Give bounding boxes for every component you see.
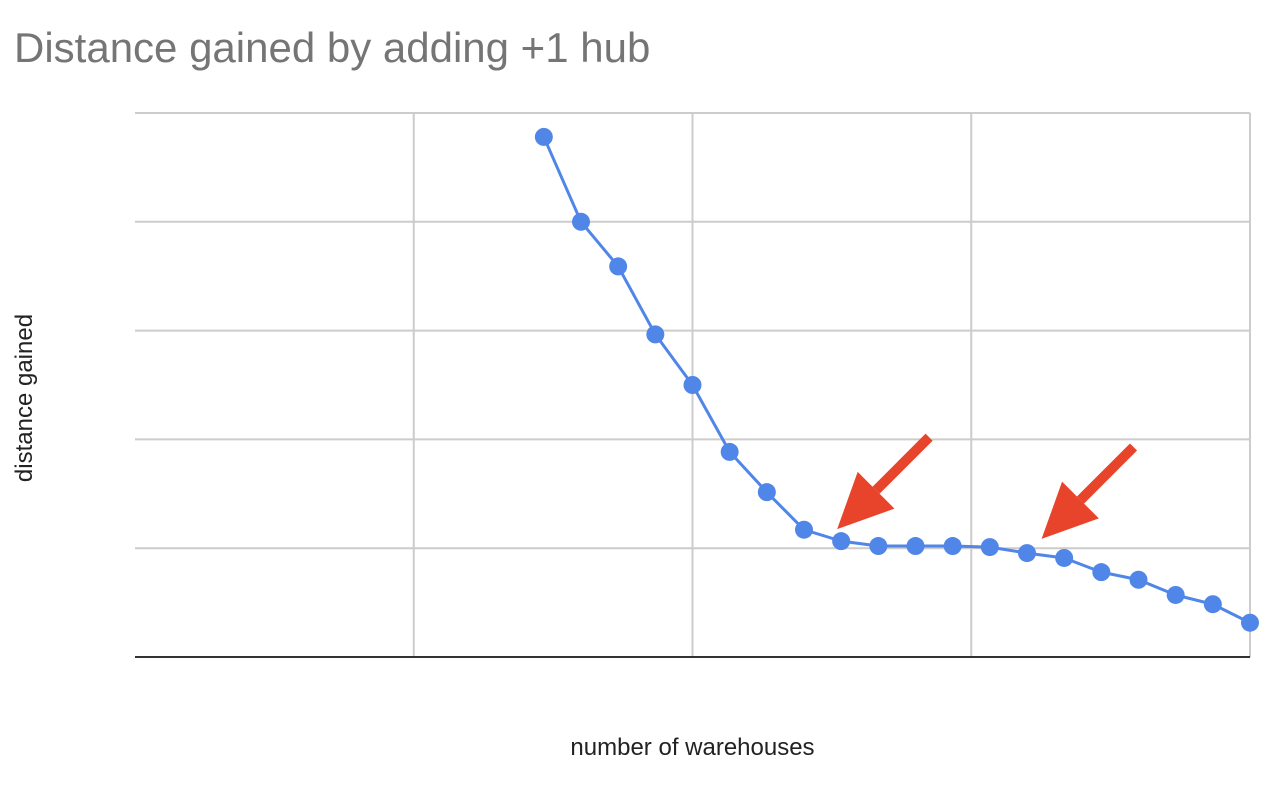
data-point (980, 538, 999, 557)
arrow-head (837, 471, 895, 530)
data-series (534, 127, 1259, 632)
data-point (1092, 563, 1111, 582)
annotation-arrow (837, 433, 933, 530)
data-point (609, 257, 628, 276)
arrow-head (1041, 481, 1099, 539)
data-point (832, 532, 851, 551)
data-point (869, 537, 888, 556)
data-point (1129, 570, 1148, 589)
x-axis-label: number of warehouses (570, 734, 815, 761)
chart-title: Distance gained by adding +1 hub (14, 24, 651, 71)
data-point (646, 325, 665, 344)
arrow-shaft (1076, 443, 1138, 504)
data-point (1166, 585, 1185, 604)
annotation-arrow (1041, 443, 1138, 539)
series-line (542, 136, 1251, 625)
y-axis-label: distance gained (11, 313, 38, 483)
data-point (534, 127, 553, 146)
data-point (906, 537, 925, 556)
data-point (1241, 613, 1259, 632)
data-point (720, 442, 739, 461)
data-point (572, 212, 590, 231)
data-point (1055, 548, 1074, 567)
data-point (683, 376, 702, 394)
arrow-shaft (872, 433, 933, 494)
data-point (1018, 544, 1036, 563)
data-point (795, 520, 813, 539)
annotation-arrows (837, 433, 1138, 539)
data-point (943, 537, 962, 556)
gridlines (135, 112, 1251, 657)
data-point (1203, 595, 1222, 614)
data-point (757, 483, 776, 502)
